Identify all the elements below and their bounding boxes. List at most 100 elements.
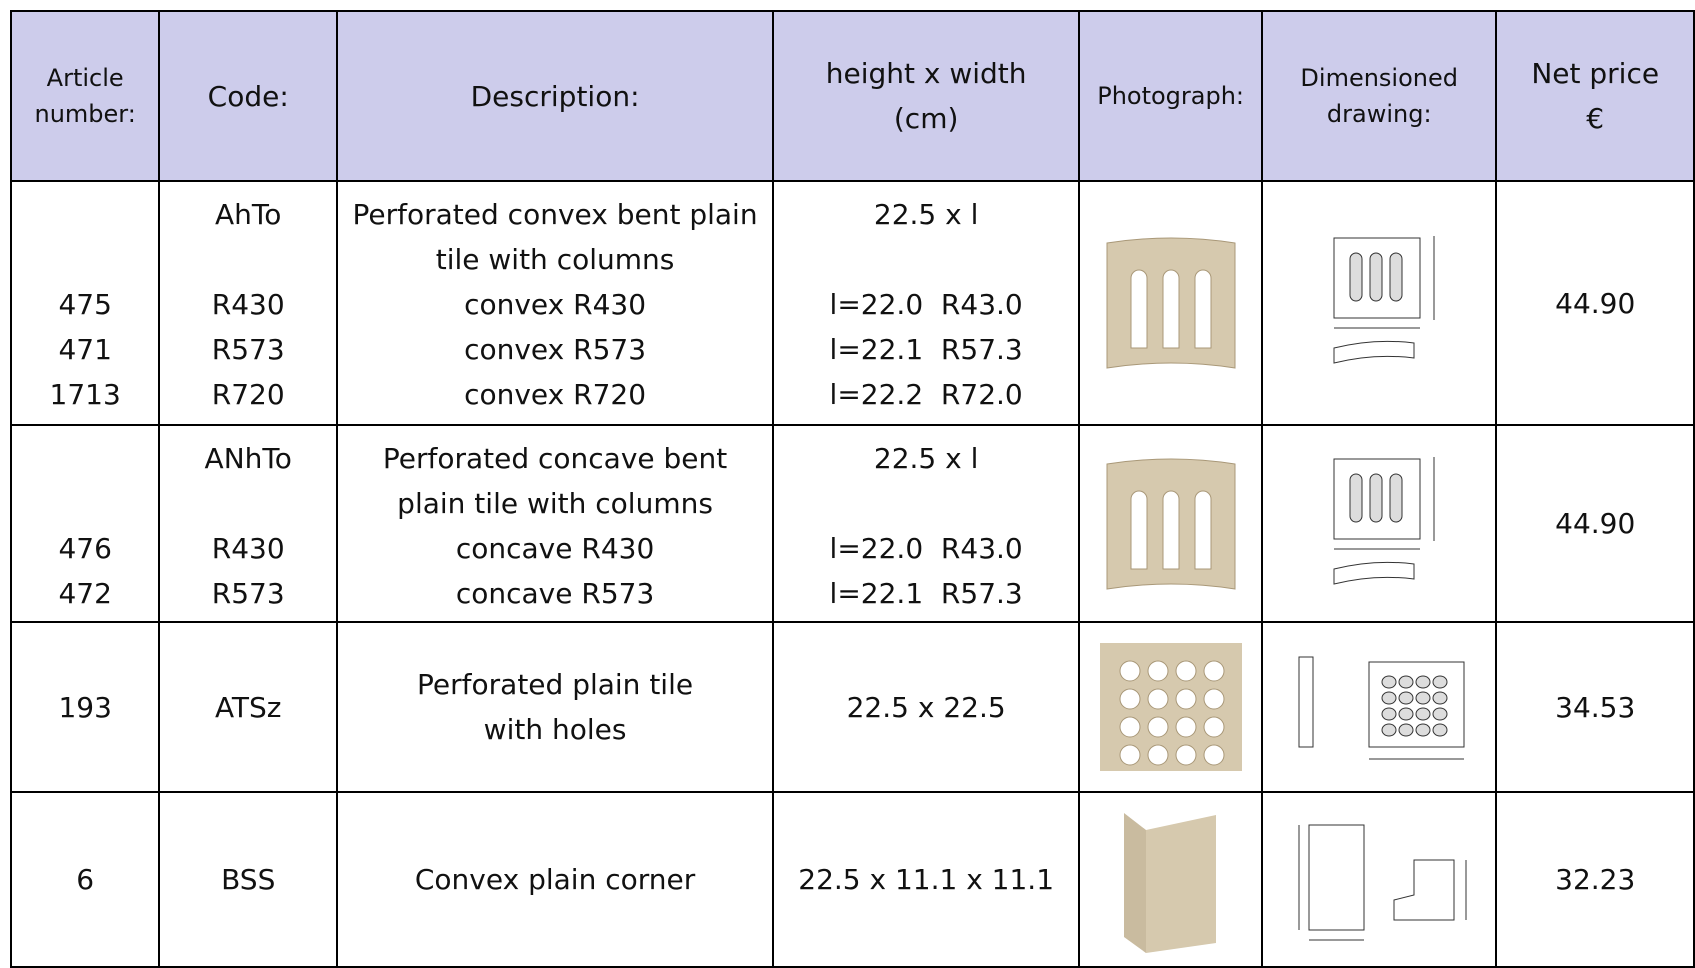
code-text: AhTo	[215, 198, 282, 231]
price-text: 34.53	[1555, 690, 1636, 724]
photo	[1099, 643, 1242, 771]
code-text: ATSz	[214, 690, 282, 724]
size-text: 22.5 x l	[873, 198, 979, 231]
variant-code: R573	[211, 577, 285, 610]
article-cell: 475 471 1713	[9, 180, 161, 426]
drawing-cell	[1260, 180, 1498, 426]
price-text: 44.90	[1555, 507, 1636, 540]
code-cell: ATSz	[158, 621, 339, 793]
price-cell: 32.23	[1495, 791, 1695, 968]
header-text: Article	[46, 64, 124, 92]
variant-article: 476	[58, 532, 112, 565]
description-cell: Perforated concave bent plain tile with c…	[336, 424, 775, 623]
spacer	[13, 237, 157, 282]
code-cell: ANhTo R430 R573	[158, 424, 339, 623]
article-text: 6	[76, 863, 95, 896]
header-text: Dimensioned	[1300, 64, 1458, 92]
code-text: BSS	[221, 863, 276, 896]
header-row: Article number: Code: Description: height x …	[9, 10, 1695, 182]
variant-description: convex R573	[464, 333, 647, 366]
price-cell: 34.53	[1495, 621, 1695, 793]
price-cell: 44.90	[1495, 180, 1695, 426]
photo	[1123, 812, 1216, 953]
header-cell: Net price €	[1495, 10, 1695, 182]
size-cell: 22.5 x 22.5	[772, 621, 1081, 793]
code-cell: AhTo R430 R573 R720	[158, 180, 339, 426]
price-text: 32.23	[1555, 863, 1636, 896]
spacer	[775, 481, 1077, 526]
variant-article: 475	[58, 288, 112, 321]
drawing-cell	[1260, 424, 1498, 623]
size-cell: 22.5 x 11.1 x 11.1	[772, 791, 1081, 968]
photo-cell	[1078, 791, 1263, 968]
drawing	[1333, 236, 1435, 364]
description-text: with holes	[483, 713, 627, 746]
variant-size: l=22.0 R43.0	[829, 532, 1023, 565]
drawing-cell	[1260, 791, 1498, 968]
header-cell: Description:	[336, 10, 775, 182]
photo	[1106, 458, 1236, 590]
drawing	[1298, 656, 1465, 760]
header-text: number:	[34, 100, 136, 128]
drawing	[1298, 824, 1467, 940]
article-cell: 193	[9, 621, 161, 793]
variant-code: R573	[211, 333, 285, 366]
header-text: (cm)	[893, 102, 959, 135]
photo-cell	[1078, 621, 1263, 793]
code-cell: BSS	[158, 791, 339, 968]
size-cell: 22.5 x l l=22.0 R43.0 l=22.1 R57.3	[772, 424, 1081, 623]
description-cell: Perforated plain tile with holes	[336, 621, 775, 793]
description-text: Perforated concave bent	[382, 442, 728, 475]
header-text: Net price	[1531, 57, 1660, 90]
variant-size: l=22.1 R57.3	[829, 577, 1023, 610]
variant-size: l=22.0 R43.0	[829, 288, 1023, 321]
header-cell: Dimensioned drawing:	[1260, 10, 1498, 182]
description-cell: Perforated convex bent plain tile with co…	[336, 180, 775, 426]
variant-code: R720	[211, 378, 285, 411]
variant-article: 471	[58, 333, 112, 366]
table-row: 476 472 ANhTo R430 R573 Perforated concave be…	[9, 424, 1695, 623]
table-row: 6 BSS Convex plain corner 22.5 x 11.1 x 11.…	[9, 791, 1695, 968]
spacer	[13, 436, 157, 481]
price-cell: 44.90	[1495, 424, 1695, 623]
size-text: 22.5 x 22.5	[846, 690, 1006, 724]
table-row: 193 ATSz Perforated plain tile with holes 22…	[9, 621, 1695, 793]
spacer	[161, 481, 335, 526]
spacer	[13, 192, 157, 237]
header-text: Code:	[207, 79, 289, 113]
spacer	[775, 237, 1077, 282]
variant-description: convex R430	[464, 288, 647, 321]
variant-size: l=22.2 R72.0	[829, 378, 1023, 411]
variant-description: convex R720	[464, 378, 647, 411]
spacer	[13, 481, 157, 526]
article-text: 193	[58, 690, 112, 724]
article-cell: 476 472	[9, 424, 161, 623]
header-text: drawing:	[1326, 100, 1432, 128]
header-cell: height x width (cm)	[772, 10, 1081, 182]
header-cell: Article number:	[9, 10, 161, 182]
variant-size: l=22.1 R57.3	[829, 333, 1023, 366]
table-row: 475 471 1713 AhTo R430 R573 R720 Perforated con…	[9, 180, 1695, 426]
spacer	[161, 237, 335, 282]
size-text: 22.5 x 11.1 x 11.1	[798, 863, 1055, 896]
header-text: height x width	[825, 57, 1027, 90]
price-table: Article number: Code: Description: height x …	[9, 10, 1695, 968]
variant-description: concave R430	[455, 532, 655, 565]
photo-cell	[1078, 424, 1263, 623]
size-cell: 22.5 x l l=22.0 R43.0 l=22.1 R57.3 l=22.2 R…	[772, 180, 1081, 426]
header-text: Description:	[470, 79, 640, 113]
description-text: plain tile with columns	[397, 487, 713, 520]
description-text: Perforated convex bent plain	[352, 198, 758, 231]
variant-code: R430	[211, 288, 285, 321]
description-text: Convex plain corner	[414, 863, 696, 896]
variant-description: concave R573	[455, 577, 655, 610]
header-text: Photograph:	[1097, 82, 1245, 110]
description-cell: Convex plain corner	[336, 791, 775, 968]
header-text: €	[1586, 102, 1605, 135]
photo-cell	[1078, 180, 1263, 426]
variant-article: 1713	[49, 378, 121, 411]
variant-article: 472	[58, 577, 112, 610]
description-text: tile with columns	[435, 243, 675, 276]
header-cell: Photograph:	[1078, 10, 1263, 182]
